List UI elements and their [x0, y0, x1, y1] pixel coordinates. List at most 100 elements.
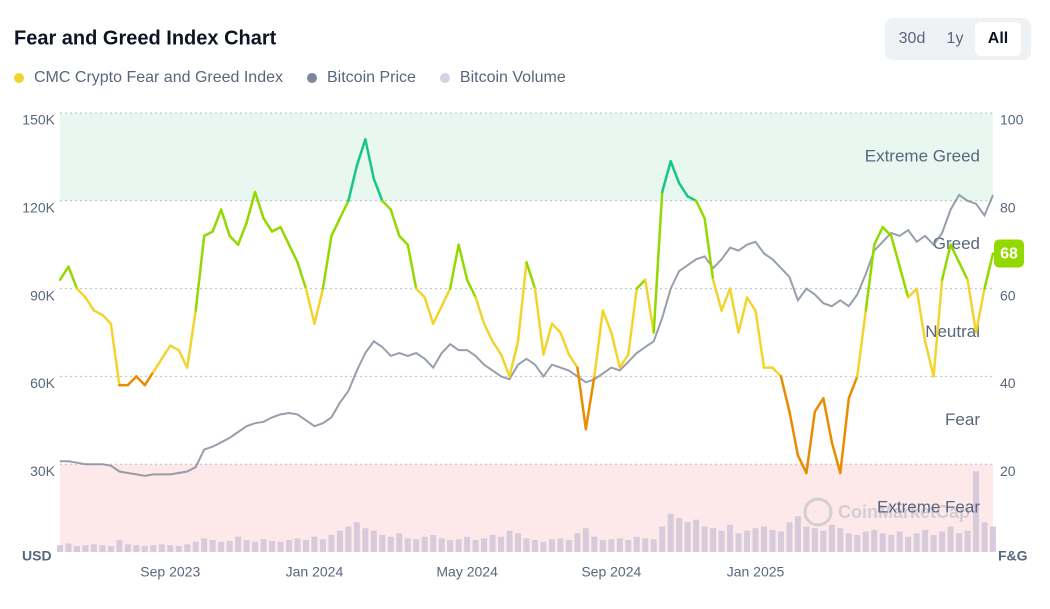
index-line-segment [873, 225, 884, 246]
volume-bar [336, 530, 343, 552]
volume-bar [769, 529, 776, 552]
index-line-segment [593, 309, 605, 378]
y-tick-label: 60K [30, 375, 56, 391]
volume-bar [786, 522, 793, 552]
index-line-segment [304, 287, 316, 325]
index-line-segment [949, 243, 961, 264]
volume-bar [277, 541, 284, 552]
index-line-segment [550, 322, 562, 334]
index-line-segment [720, 287, 732, 312]
volume-bar [286, 540, 292, 552]
volume-bar [854, 535, 861, 552]
volume-bar [599, 540, 606, 552]
zone-band [60, 113, 993, 201]
index-line-segment [881, 225, 893, 238]
volume-bar [201, 538, 208, 552]
index-line-segment [355, 138, 367, 167]
index-line-segment [431, 304, 443, 325]
index-line-segment [194, 234, 206, 312]
zone-label: Extreme Greed [865, 146, 980, 165]
index-line-segment [830, 441, 842, 475]
index-line-segment [245, 190, 257, 224]
volume-bar [303, 540, 309, 552]
legend-label: Bitcoin Price [327, 69, 416, 86]
value-badge-label: 68 [1000, 246, 1018, 263]
range-button-label: 30d [899, 30, 926, 47]
volume-bar [990, 526, 996, 552]
range-button[interactable]: 30d [889, 22, 935, 56]
range-button[interactable]: All [975, 22, 1021, 56]
volume-bar [523, 538, 530, 552]
volume-bar [540, 541, 547, 552]
index-line-segment [974, 287, 986, 334]
index-line-segment [940, 243, 952, 282]
volume-bar [150, 545, 157, 552]
index-line-segment [754, 309, 766, 369]
index-line-segment [576, 366, 588, 431]
index-line-segment [694, 199, 706, 220]
volume-bar [455, 539, 462, 552]
volume-bar [642, 538, 649, 552]
y2-tick-label: 80 [1000, 200, 1016, 216]
x-tick-label: Sep 2024 [581, 564, 641, 580]
volume-bar [447, 540, 454, 552]
volume-bar [794, 516, 801, 552]
volume-bar [243, 540, 250, 552]
index-line-segment [287, 243, 299, 264]
volume-bar [158, 544, 165, 552]
volume-bar [939, 531, 946, 552]
index-line-segment [906, 287, 918, 299]
index-line-segment [219, 208, 231, 238]
index-line-segment [669, 160, 681, 185]
index-line-segment [101, 313, 113, 325]
volume-bar [735, 533, 742, 552]
index-line-segment [330, 217, 342, 238]
range-button[interactable]: 1y [935, 22, 975, 56]
volume-bar [209, 540, 216, 552]
index-line-segment [635, 278, 647, 290]
volume-bar [141, 546, 148, 552]
volume-bar [582, 528, 589, 552]
volume-bar [82, 545, 89, 552]
volume-bar [269, 540, 276, 552]
index-line-segment [126, 375, 138, 387]
index-line-segment [508, 340, 520, 378]
volume-bar [413, 539, 420, 552]
index-line-segment [177, 348, 189, 369]
index-line-segment [525, 261, 537, 290]
index-line-segment [847, 375, 859, 400]
index-line-segment [262, 217, 274, 233]
index-line-segment [143, 370, 155, 387]
zone-label: Greed [933, 234, 980, 253]
index-line-segment [652, 190, 664, 334]
index-line-segment [864, 243, 876, 312]
volume-bar [574, 533, 581, 552]
volume-bar [65, 543, 72, 552]
volume-bar [218, 541, 225, 552]
volume-bar [345, 526, 352, 552]
volume-bar [973, 471, 980, 552]
index-line-segment [779, 375, 791, 413]
index-line-segment [313, 287, 325, 325]
index-line-segment [499, 353, 511, 378]
volume-bar [922, 529, 929, 552]
index-line-segment [457, 243, 469, 282]
index-line-segment [448, 243, 460, 290]
legend-swatch [439, 73, 450, 83]
index-line-segment [957, 261, 969, 282]
index-line-segment [686, 195, 698, 203]
index-line-segment [75, 287, 87, 299]
volume-bar [192, 541, 199, 552]
volume-bar [616, 538, 623, 552]
volume-bar [90, 544, 97, 552]
volume-bar [930, 535, 937, 552]
volume-bar [981, 522, 988, 552]
index-line-segment [932, 278, 944, 378]
volume-bar [379, 535, 386, 552]
index-line-segment [898, 265, 910, 299]
index-line-segment [516, 261, 528, 343]
range-button-bg [975, 22, 1021, 56]
volume-bar [565, 540, 572, 552]
volume-bar [404, 538, 411, 552]
